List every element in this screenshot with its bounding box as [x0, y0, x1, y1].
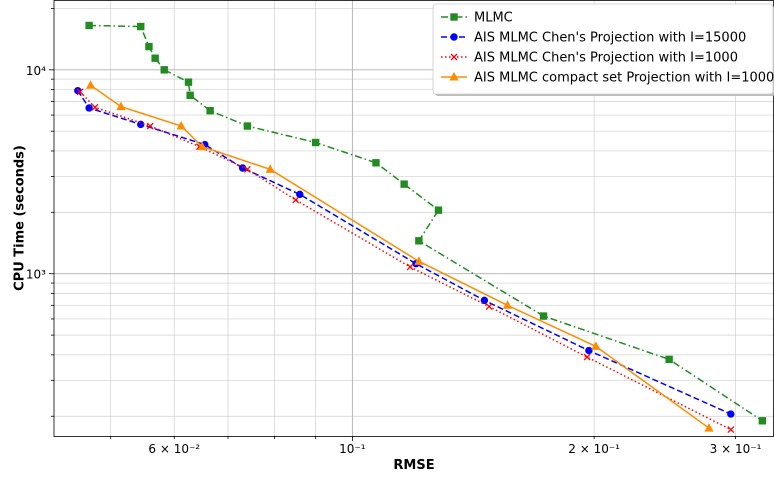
data-point	[85, 80, 96, 89]
data-point	[243, 122, 252, 130]
legend-item: AIS MLMC compact set Projection with I=1…	[441, 71, 774, 86]
legend-label: MLMC	[474, 11, 513, 26]
y-axis-label: CPU Time (seconds)	[13, 145, 28, 291]
data-point	[151, 54, 159, 62]
y-tick-label: 10³	[26, 268, 46, 282]
data-point	[591, 341, 601, 350]
tick-layer: 6 × 10⁻² 10⁻¹ 2 × 10⁻¹ 3 × 10⁻¹ 10³ 10⁴	[26, 8, 762, 456]
data-point	[85, 104, 93, 112]
x-tick-label: 10⁻¹	[339, 442, 366, 456]
legend-item: AIS MLMC Chen's Projection with I=15000	[441, 31, 746, 46]
data-point	[415, 237, 423, 245]
legend-marker	[450, 13, 458, 21]
legend: MLMC AIS MLMC Chen's Projection with I=15…	[432, 3, 774, 96]
data-point	[434, 206, 443, 214]
data-point	[727, 410, 735, 418]
data-point	[292, 196, 300, 204]
legend-marker	[449, 71, 459, 81]
legend-marker	[450, 33, 458, 41]
data-point	[197, 141, 207, 151]
data-point	[372, 159, 380, 167]
series-4	[85, 80, 714, 432]
x-tick-label: 2 × 10⁻¹	[568, 442, 620, 456]
data-point	[704, 423, 714, 432]
data-point	[585, 346, 593, 355]
x-tick-label: 6 × 10⁻²	[148, 442, 200, 456]
data-point	[137, 22, 145, 31]
data-point	[184, 78, 193, 86]
legend-item: MLMC	[441, 11, 513, 26]
data-point	[758, 417, 767, 425]
data-point	[146, 122, 154, 130]
data-point	[186, 91, 194, 99]
data-point	[160, 66, 168, 74]
data-point	[539, 312, 548, 320]
series-line	[79, 91, 732, 431]
series-line	[77, 90, 732, 415]
legend-label: AIS MLMC compact set Projection with I=1…	[474, 71, 774, 86]
data-point	[76, 88, 84, 96]
data-point	[296, 190, 304, 199]
data-point	[85, 21, 93, 30]
data-point	[414, 256, 424, 265]
data-point	[238, 164, 247, 172]
legend-item: AIS MLMC Chen's Projection with I=1000	[441, 51, 738, 66]
y-tick-label: 10⁴	[26, 64, 46, 78]
data-point	[485, 303, 493, 311]
x-axis-label: RMSE	[393, 458, 434, 473]
data-point	[137, 120, 145, 129]
data-point	[502, 300, 513, 309]
series-line	[90, 84, 710, 429]
series-1	[85, 21, 767, 425]
data-point	[400, 180, 408, 188]
data-point	[311, 138, 320, 147]
data-point	[265, 164, 275, 173]
data-point	[176, 120, 186, 130]
legend-marker	[450, 53, 458, 61]
data-point	[583, 353, 591, 361]
legend-label: AIS MLMC Chen's Projection with I=1000	[474, 51, 738, 66]
series-2	[74, 86, 735, 418]
legend-box	[432, 3, 774, 95]
data-point	[665, 355, 673, 364]
data-point	[480, 296, 489, 305]
series-3	[76, 88, 735, 434]
data-point	[206, 107, 214, 115]
x-tick-label: 3 × 10⁻¹	[710, 442, 762, 456]
series-layer	[74, 21, 767, 434]
data-point	[243, 165, 251, 173]
data-point	[727, 426, 735, 434]
data-point	[145, 42, 153, 51]
data-point	[406, 263, 414, 271]
data-point	[91, 103, 99, 111]
data-point	[74, 86, 82, 95]
data-point	[116, 101, 126, 111]
legend-label: AIS MLMC Chen's Projection with I=15000	[474, 31, 746, 46]
